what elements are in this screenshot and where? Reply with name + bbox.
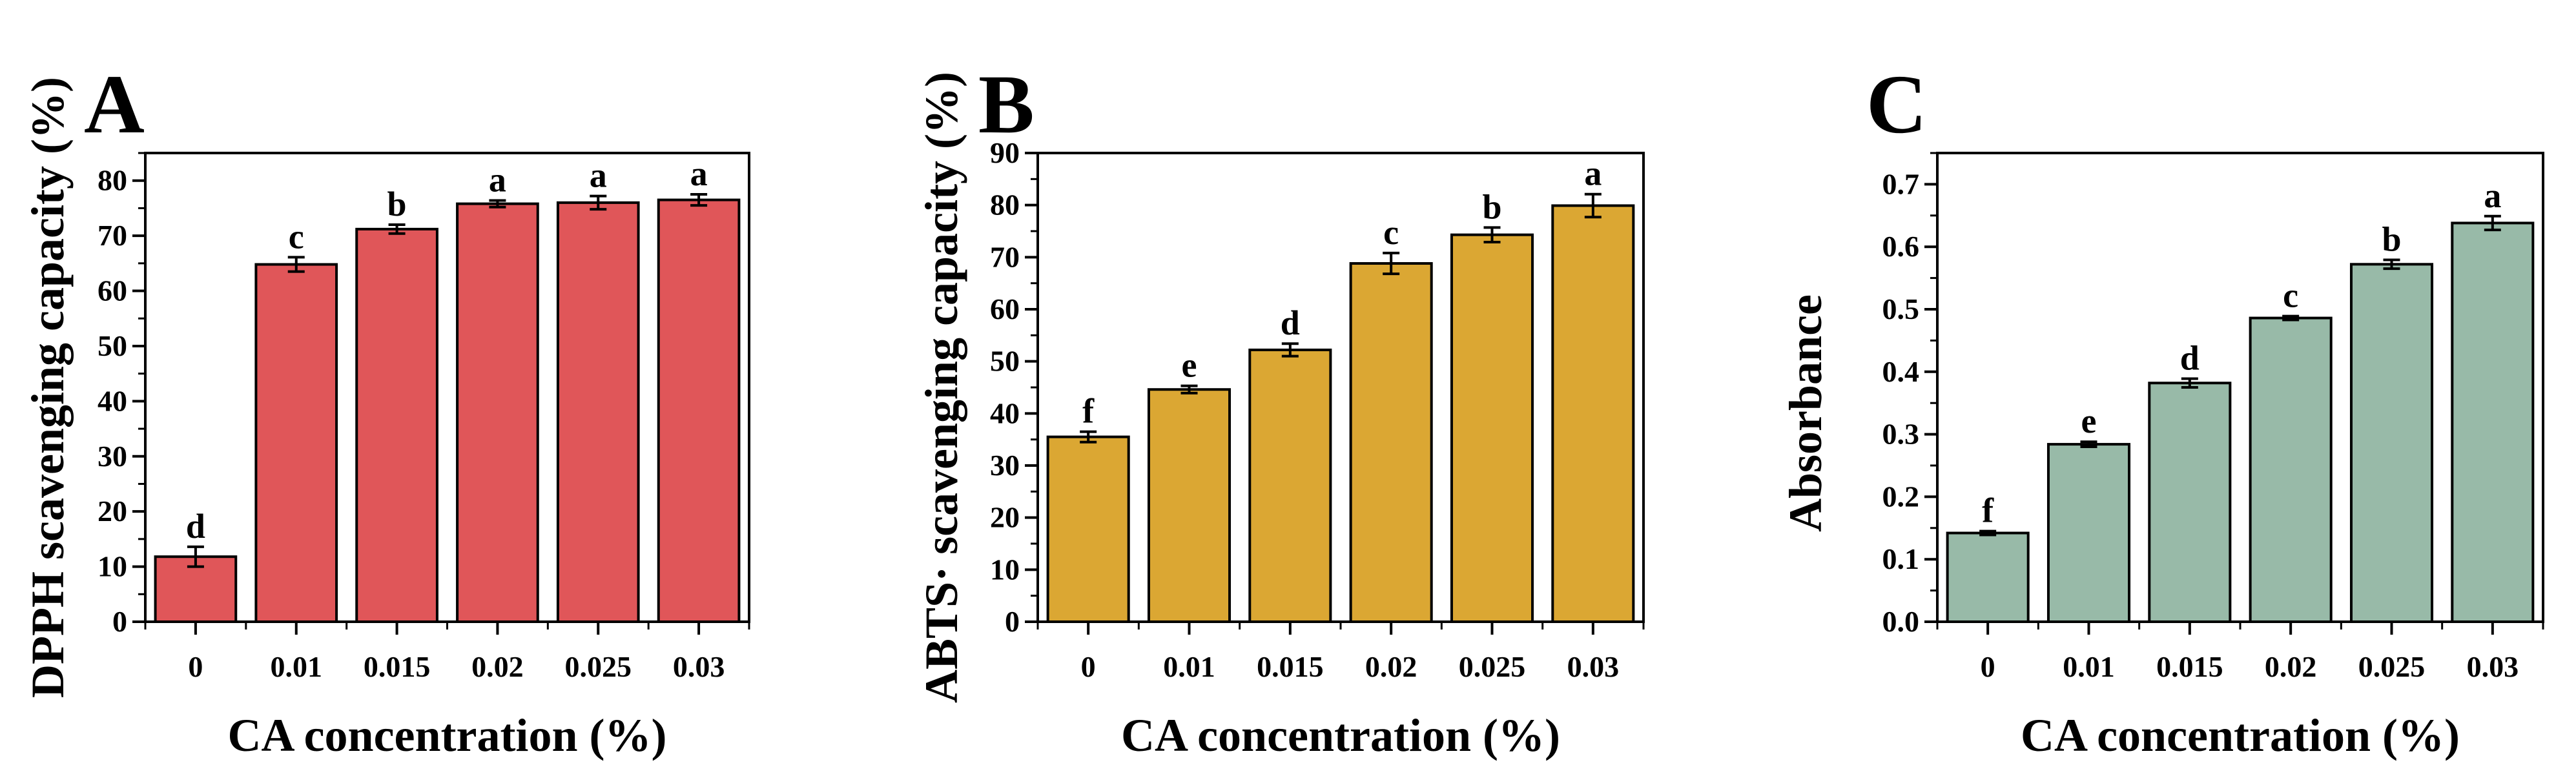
panel-label: C bbox=[1866, 58, 1927, 151]
significance-letter: b bbox=[2382, 220, 2401, 259]
y-tick-label: 50 bbox=[990, 345, 1020, 378]
x-tick-label: 0.025 bbox=[2358, 650, 2426, 683]
significance-letter: c bbox=[2283, 276, 2298, 315]
bar bbox=[1046, 435, 1130, 624]
plot-frame bbox=[144, 152, 750, 623]
bar bbox=[2451, 221, 2535, 623]
significance-letter: b bbox=[1482, 187, 1501, 226]
bar bbox=[2046, 443, 2131, 623]
y-tick-label: 30 bbox=[990, 449, 1020, 482]
x-tick-label: 0.01 bbox=[1163, 650, 1215, 683]
bar bbox=[2249, 316, 2333, 623]
plot-frame bbox=[1036, 152, 1645, 623]
y-tick-label: 0.3 bbox=[1882, 418, 1920, 451]
significance-letter: a bbox=[489, 160, 506, 199]
y-tick-label: 30 bbox=[98, 440, 127, 473]
significance-letter: f bbox=[1082, 392, 1095, 431]
x-tick-label: 0.025 bbox=[1459, 650, 1526, 683]
y-tick-label: 40 bbox=[98, 384, 127, 417]
x-tick-label: 0.03 bbox=[2467, 650, 2519, 683]
x-axis-title: CA concentration (%) bbox=[1121, 710, 1560, 761]
significance-letter: d bbox=[2180, 338, 2200, 377]
y-tick-label: 0.0 bbox=[1882, 605, 1920, 638]
y-tick-label: 70 bbox=[98, 219, 127, 252]
x-tick-label: 0 bbox=[1981, 650, 1995, 683]
y-tick-label: 0.1 bbox=[1882, 542, 1920, 575]
significance-letter: a bbox=[590, 156, 607, 195]
x-axis-title: CA concentration (%) bbox=[228, 710, 667, 761]
bar bbox=[355, 227, 438, 623]
x-tick-label: 0 bbox=[1081, 650, 1096, 683]
y-tick-label: 0 bbox=[112, 605, 127, 638]
plot-frame bbox=[1936, 152, 2544, 623]
bar bbox=[1551, 204, 1635, 623]
significance-letter: d bbox=[1281, 303, 1300, 342]
significance-letter: c bbox=[289, 217, 304, 256]
bar bbox=[456, 202, 539, 624]
y-tick-label: 60 bbox=[98, 274, 127, 307]
y-tick-label: 40 bbox=[990, 396, 1020, 429]
y-tick-label: 0.6 bbox=[1882, 230, 1920, 263]
y-tick-label: 0.5 bbox=[1882, 292, 1920, 325]
y-tick-label: 0.4 bbox=[1882, 355, 1920, 388]
chart-panel-a: d 0 c 0.01 b 0.015 a 0.02 a 0.025 a 0.03 0 10 20 30 40 50… bbox=[22, 58, 750, 761]
significance-letter: f bbox=[1982, 491, 1994, 530]
y-tick-label: 80 bbox=[98, 164, 127, 197]
y-tick-label: 50 bbox=[98, 329, 127, 362]
bar bbox=[1248, 348, 1332, 623]
significance-letter: a bbox=[690, 154, 708, 193]
x-tick-label: 0.015 bbox=[1257, 650, 1324, 683]
y-tick-label: 0.7 bbox=[1882, 167, 1920, 200]
bar bbox=[2148, 382, 2232, 623]
chart-panel-c: f 0 e 0.01 d 0.015 c 0.02 b 0.025 a 0.03 0.0 0.1 0.2 0.… bbox=[1780, 58, 2544, 761]
y-tick-label: 10 bbox=[990, 553, 1020, 586]
bar bbox=[1946, 531, 2030, 623]
bar bbox=[1349, 262, 1433, 624]
significance-letter: c bbox=[1383, 213, 1399, 252]
x-axis-title: CA concentration (%) bbox=[2021, 710, 2460, 761]
x-tick-label: 0.02 bbox=[2265, 650, 2317, 683]
y-tick-label: 10 bbox=[98, 550, 127, 583]
y-tick-label: 0.2 bbox=[1882, 480, 1920, 513]
y-tick-label: 0 bbox=[1005, 605, 1020, 638]
significance-letter: e bbox=[2081, 402, 2097, 440]
bar bbox=[657, 198, 741, 624]
chart-panel-b: f 0 e 0.01 d 0.015 c 0.02 b 0.025 a 0.03 0 10 20 30 40 50… bbox=[916, 58, 1645, 761]
y-tick-label: 20 bbox=[98, 495, 127, 527]
x-tick-label: 0.015 bbox=[364, 650, 431, 683]
y-axis-title: DPPH scavenging capacity (%) bbox=[22, 77, 74, 698]
significance-letter: a bbox=[1584, 154, 1602, 193]
bar bbox=[1450, 233, 1534, 623]
significance-letter: e bbox=[1182, 346, 1197, 385]
bar bbox=[556, 201, 640, 623]
y-tick-label: 20 bbox=[990, 501, 1020, 534]
x-tick-label: 0 bbox=[188, 650, 203, 683]
bar bbox=[254, 263, 338, 624]
x-tick-label: 0.03 bbox=[1567, 650, 1620, 683]
significance-letter: a bbox=[2484, 176, 2501, 215]
y-tick-label: 90 bbox=[990, 136, 1020, 169]
x-tick-label: 0.01 bbox=[271, 650, 323, 683]
x-tick-label: 0.015 bbox=[2156, 650, 2223, 683]
x-tick-label: 0.01 bbox=[2063, 650, 2115, 683]
x-tick-label: 0.02 bbox=[1365, 650, 1417, 683]
bar bbox=[1147, 388, 1231, 624]
y-tick-label: 60 bbox=[990, 292, 1020, 325]
y-axis-title: ABTS· scavenging capacity (%) bbox=[916, 72, 967, 703]
y-tick-label: 70 bbox=[990, 240, 1020, 273]
bar bbox=[2349, 263, 2434, 623]
significance-letter: d bbox=[186, 507, 205, 546]
x-tick-label: 0.02 bbox=[471, 650, 524, 683]
panel-label: A bbox=[84, 58, 145, 151]
panel-label: B bbox=[978, 58, 1035, 151]
y-tick-label: 80 bbox=[990, 189, 1020, 221]
x-tick-label: 0.03 bbox=[673, 650, 725, 683]
significance-letter: b bbox=[387, 185, 407, 223]
y-axis-title: Absorbance bbox=[1780, 294, 1831, 532]
x-tick-label: 0.025 bbox=[565, 650, 632, 683]
